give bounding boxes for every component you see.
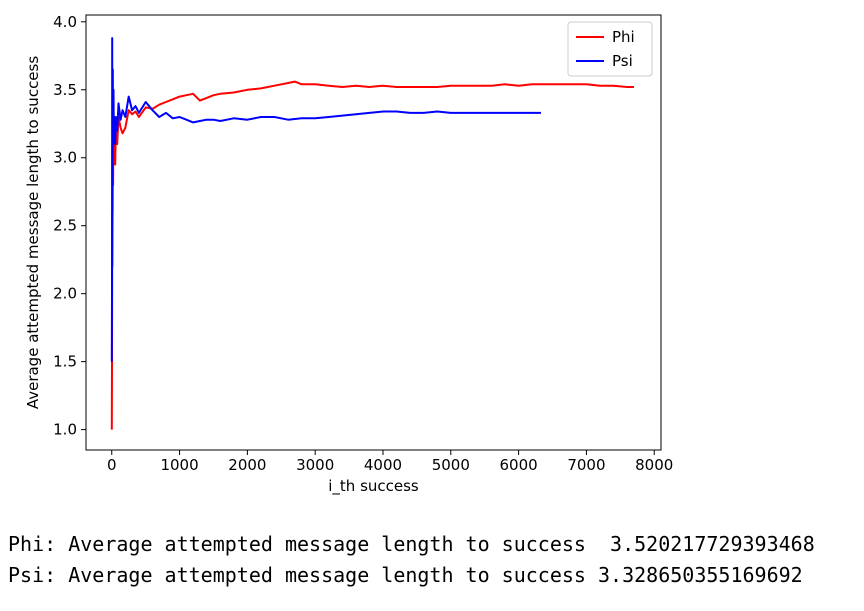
y-tick-label: 2.5 — [53, 217, 77, 235]
legend: Phi Psi — [567, 21, 653, 77]
series-line-psi — [110, 37, 541, 362]
y-tick-label: 1.0 — [53, 421, 77, 439]
y-axis: 1.0 1.5 2.0 2.5 3.0 3.5 4.0 — [53, 13, 86, 439]
legend-box — [567, 21, 653, 77]
psi-output-line: Psi: Average attempted message length to… — [8, 563, 803, 587]
x-tick-label: 3000 — [296, 456, 334, 474]
plot-frame — [85, 14, 662, 451]
x-tick-label: 1000 — [160, 456, 198, 474]
y-tick-label: 3.0 — [53, 149, 77, 167]
line-chart: 0 1000 2000 3000 4000 5000 6000 7000 8000 1.0 1.5… — [24, 13, 673, 496]
x-tick-label: 2000 — [228, 456, 266, 474]
legend-label-phi: Phi — [612, 28, 635, 46]
x-tick-label: 8000 — [635, 456, 673, 474]
y-tick-label: 4.0 — [53, 13, 77, 31]
legend-label-psi: Psi — [612, 52, 633, 70]
x-tick-label: 4000 — [364, 456, 402, 474]
x-tick-label: 7000 — [567, 456, 605, 474]
y-tick-label: 2.0 — [53, 285, 77, 303]
y-tick-label: 1.5 — [53, 353, 77, 371]
series-line-phi — [110, 80, 634, 430]
phi-output-line: Phi: Average attempted message length to… — [8, 532, 815, 556]
x-tick-label: 6000 — [500, 456, 538, 474]
x-tick-label: 5000 — [432, 456, 470, 474]
x-axis-label: i_th success — [328, 477, 419, 496]
series-layer — [110, 37, 634, 430]
y-tick-label: 3.5 — [53, 81, 77, 99]
x-tick-label: 0 — [107, 456, 117, 474]
y-axis-label: Average attempted message length to succ… — [24, 56, 42, 410]
x-axis: 0 1000 2000 3000 4000 5000 6000 7000 8000 — [107, 450, 673, 474]
